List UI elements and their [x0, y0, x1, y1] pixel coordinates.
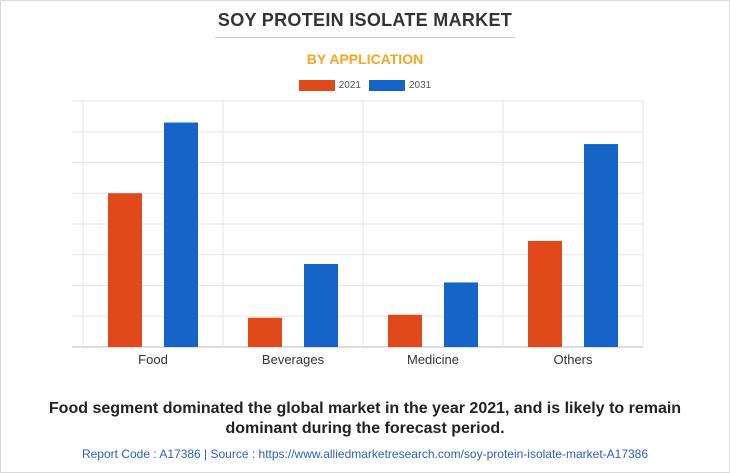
x-tick-label: Beverages	[262, 352, 325, 367]
legend-item-2021[interactable]: 2021	[298, 80, 361, 91]
legend: 2021 2031	[0, 80, 730, 91]
bar-2031-beverages	[304, 263, 338, 347]
legend-swatch-2031	[369, 80, 405, 91]
report-source-footer[interactable]: Report Code : A17386 | Source : https://…	[81, 447, 649, 461]
bar-2021-others	[528, 240, 562, 347]
legend-item-2031[interactable]: 2031	[369, 80, 431, 91]
bar-2031-medicine	[444, 282, 478, 347]
x-tick-label: Others	[553, 352, 593, 367]
bar-2021-medicine	[388, 314, 422, 347]
bar-2031-food	[164, 122, 198, 348]
title-divider	[215, 37, 515, 38]
bar-2031-others	[584, 144, 618, 347]
legend-label-2021: 2021	[338, 80, 361, 91]
bar-2021-beverages	[248, 317, 282, 347]
chart-caption: Food segment dominated the global market…	[48, 400, 682, 437]
legend-label-2031: 2031	[409, 80, 432, 91]
bar-chart: Food Beverages Medicine Others	[72, 100, 644, 367]
bar-2021-food	[108, 193, 142, 347]
x-tick-label: Medicine	[407, 352, 459, 367]
chart-title: SOY PROTEIN ISOLATE MARKET	[217, 10, 513, 30]
chart-subtitle: BY APPLICATION	[306, 51, 424, 67]
legend-swatch-2021	[298, 80, 335, 91]
x-tick-label: Food	[138, 352, 168, 367]
